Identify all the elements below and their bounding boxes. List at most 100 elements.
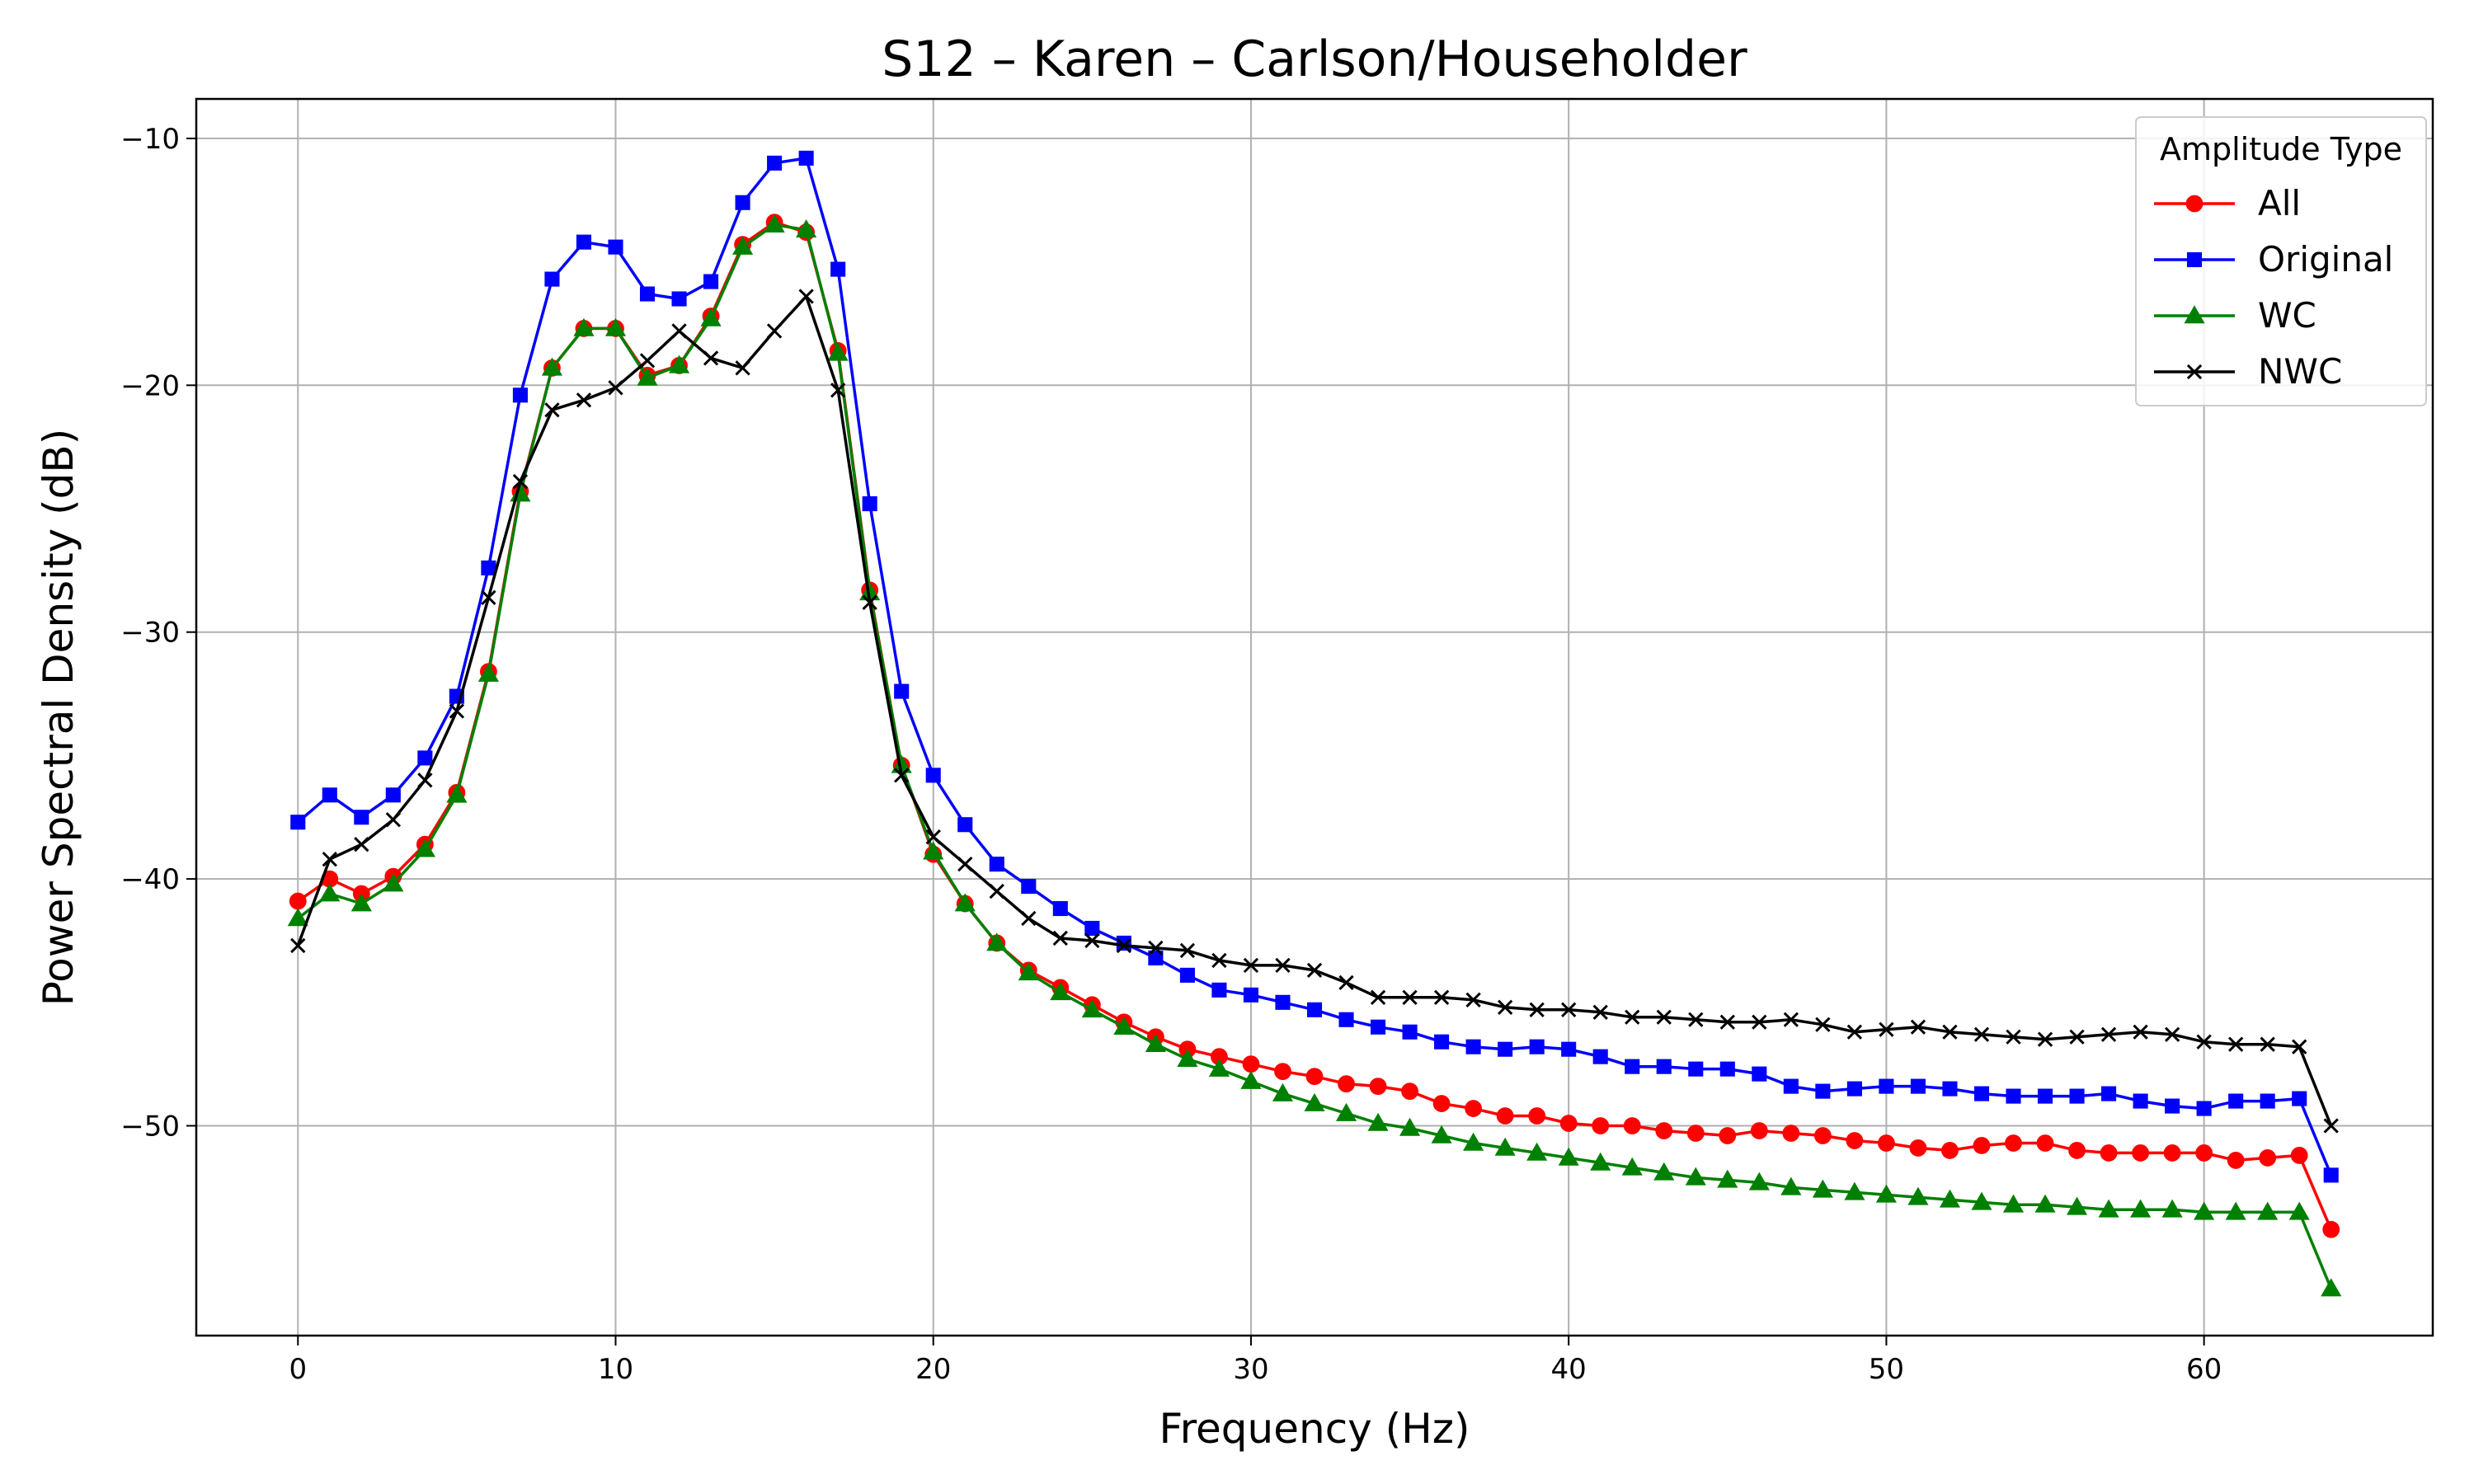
data-point-all (1941, 1142, 1959, 1159)
marker-stroke (481, 589, 496, 605)
marker-stroke (925, 829, 941, 845)
marker-stroke (798, 289, 814, 304)
data-point-original (1625, 1059, 1640, 1074)
data-point-wc (1621, 1157, 1643, 1176)
data-point-nwc (1529, 1002, 1545, 1017)
marker-stroke (703, 350, 719, 366)
data-point-wc (2066, 1196, 2088, 1215)
data-point-nwc (1879, 1021, 1894, 1037)
data-point-wc (764, 214, 785, 232)
data-point-nwc (1942, 1024, 1958, 1040)
legend-label-original: Original (2258, 239, 2393, 279)
marker-stroke (2227, 1036, 2244, 1052)
data-point-original (2292, 1091, 2307, 1106)
data-point-all (1592, 1117, 1610, 1134)
data-point-original (989, 857, 1004, 872)
data-point-original (1434, 1034, 1450, 1050)
data-point-wc (1875, 1184, 1897, 1203)
x-tick-label: 60 (2186, 1353, 2222, 1386)
marker-stroke (1052, 930, 1068, 946)
data-point-wc (923, 841, 944, 860)
data-point-original (481, 560, 496, 575)
data-point-wc (2225, 1201, 2246, 1220)
data-point-nwc (1465, 992, 1481, 1007)
data-point-original (1656, 1059, 1672, 1074)
data-point-nwc (703, 350, 719, 366)
data-point-original (862, 495, 877, 512)
data-point-original (830, 261, 846, 277)
data-point-original (2101, 1086, 2117, 1101)
marker-stroke (2292, 1039, 2307, 1054)
data-point-nwc (639, 353, 656, 369)
data-point-wc (1177, 1048, 1198, 1067)
plot-frame (195, 97, 2434, 1337)
data-point-nwc (2260, 1036, 2275, 1052)
data-point-wc (1971, 1191, 1992, 1210)
chart-title: S12 – Karen – Carlson/Householder (882, 31, 1747, 88)
data-point-all (1686, 1125, 1705, 1142)
legend-item-original: Original (2154, 239, 2393, 279)
data-point-nwc (2196, 1034, 2212, 1050)
data-point-wc (668, 355, 690, 373)
data-point-wc (1653, 1162, 1675, 1181)
data-point-all (2163, 1144, 2181, 1162)
marker-stroke (639, 353, 656, 369)
data-point-all (1496, 1107, 1514, 1125)
marker-stroke (449, 703, 465, 719)
legend-label-nwc: NWC (2258, 351, 2342, 392)
marker-stroke (576, 392, 592, 408)
data-point-nwc (1783, 1012, 1799, 1027)
data-point-nwc (1910, 1019, 1926, 1035)
data-point-wc (1812, 1179, 1833, 1198)
data-point-wc (1844, 1181, 1865, 1200)
data-point-original (1370, 1019, 1386, 1035)
data-point-nwc (417, 773, 433, 788)
marker-stroke (1211, 952, 1227, 969)
data-point-all (1878, 1134, 1895, 1152)
data-point-original (1752, 1066, 1767, 1082)
marker-stroke (2133, 1024, 2148, 1040)
data-point-nwc (512, 473, 529, 490)
data-point-wc (350, 893, 372, 912)
data-point-nwc (1116, 937, 1132, 954)
series-all (289, 214, 2340, 1238)
data-point-nwc (385, 812, 402, 828)
data-point-nwc (1021, 910, 1037, 927)
data-point-original (2069, 1088, 2085, 1104)
data-point-nwc (1275, 957, 1291, 974)
data-point-original (1498, 1041, 1513, 1057)
data-point-original (512, 387, 528, 403)
data-point-original (1942, 1081, 1958, 1097)
data-point-nwc (1338, 974, 1354, 991)
data-point-nwc (989, 883, 1004, 899)
x-axis-title: Frequency (Hz) (1159, 1405, 1470, 1453)
legend-items: All Original WC NWC (2154, 183, 2393, 392)
data-point-wc (414, 838, 435, 857)
data-point-wc (1399, 1117, 1421, 1136)
legend-item-all: All (2154, 183, 2301, 223)
data-point-original (1592, 1049, 1608, 1064)
marker-stroke (1306, 962, 1323, 979)
data-point-original (1846, 1081, 1862, 1097)
data-point-all (1655, 1122, 1673, 1139)
marker-stroke (1910, 1019, 1926, 1035)
data-point-original (1148, 950, 1164, 965)
data-point-all (2227, 1152, 2245, 1169)
data-point-all (1401, 1082, 1418, 1100)
data-point-wc (1526, 1142, 1548, 1161)
data-point-nwc (957, 856, 973, 872)
data-point-original (703, 274, 719, 289)
marker-stroke (957, 856, 973, 872)
data-point-all (1719, 1127, 1737, 1144)
data-point-nwc (735, 360, 750, 376)
data-point-all (1782, 1125, 1800, 1142)
data-point-original (1052, 900, 1068, 917)
data-point-wc (827, 342, 849, 361)
data-point-nwc (481, 589, 496, 605)
x-tick-label: 40 (1551, 1353, 1587, 1386)
marker-stroke (1625, 1009, 1640, 1025)
data-point-wc (1304, 1092, 1325, 1111)
data-point-nwc (2100, 1026, 2117, 1042)
y-tick-label: −30 (120, 617, 180, 650)
